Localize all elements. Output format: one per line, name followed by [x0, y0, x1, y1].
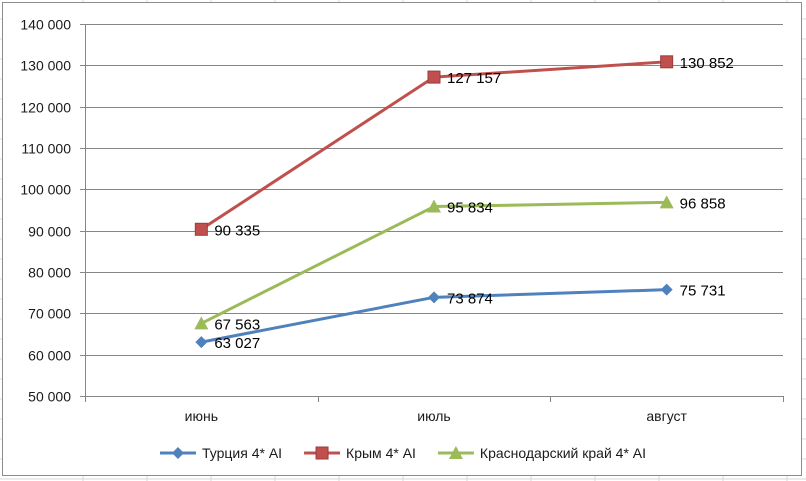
legend-entry[interactable]: Турция 4* AI [159, 445, 282, 461]
legend-label: Турция 4* AI [202, 445, 282, 461]
legend-marker[interactable] [448, 446, 463, 459]
legend-entry[interactable]: Крым 4* AI [304, 445, 416, 461]
legend-marker[interactable] [171, 447, 184, 459]
y-axis-tick-labels: 50 000 60 000 70 000 80 000 90 000 100 000 110… [20, 17, 71, 405]
y-tick-label: 140 000 [20, 17, 71, 33]
data-point-marker[interactable] [660, 283, 673, 296]
data-labels: 63 027 73 874 75 731 90 335 127 157 130 852 67… [214, 55, 734, 352]
x-tick-label: август [646, 408, 687, 424]
x-tick-label: июнь [185, 408, 218, 424]
y-tick-label: 80 000 [28, 265, 71, 281]
y-tick-label: 120 000 [20, 100, 71, 116]
axes [85, 24, 784, 402]
data-label: 96 858 [680, 195, 726, 212]
series-lines [194, 55, 674, 349]
legend-marker[interactable] [315, 446, 329, 460]
y-tick-label: 100 000 [20, 182, 71, 198]
legend-label: Краснодарский край 4* AI [480, 445, 646, 461]
data-label: 95 834 [447, 200, 493, 217]
series-2[interactable] [194, 55, 674, 236]
y-tick-label: 130 000 [20, 58, 71, 74]
series-3[interactable] [194, 195, 674, 330]
data-point-marker[interactable] [194, 316, 209, 330]
y-tick-label: 50 000 [28, 389, 71, 405]
data-label: 73 874 [447, 290, 493, 307]
data-label: 127 157 [447, 70, 501, 87]
legend-entry[interactable]: Краснодарский край 4* AI [437, 445, 646, 461]
data-label: 63 027 [214, 335, 260, 352]
data-label: 90 335 [214, 222, 260, 239]
y-tick-label: 70 000 [28, 306, 71, 322]
data-point-marker[interactable] [194, 222, 208, 236]
data-point-marker[interactable] [660, 55, 674, 69]
series-line[interactable] [200, 200, 667, 325]
line-chart: 50 000 60 000 70 000 80 000 90 000 100 000 110… [20, 17, 784, 461]
data-label: 67 563 [214, 316, 260, 333]
x-axis-tick-labels: июнь июль август [185, 408, 688, 424]
y-tick-label: 60 000 [28, 348, 71, 364]
chart-area[interactable]: 50 000 60 000 70 000 80 000 90 000 100 000 110… [2, 2, 802, 476]
legend[interactable]: Турция 4* AI Крым 4* AI Краснодарский край… [159, 445, 646, 461]
y-tick-label: 110 000 [21, 141, 71, 157]
data-point-marker[interactable] [428, 291, 440, 304]
data-point-marker[interactable] [427, 70, 441, 84]
y-tick-label: 90 000 [28, 224, 71, 240]
data-point-marker[interactable] [427, 199, 441, 213]
series-1[interactable] [195, 283, 673, 349]
data-label: 130 852 [680, 55, 734, 72]
data-label: 75 731 [680, 283, 726, 300]
x-tick-label: июль [417, 408, 450, 424]
data-point-marker[interactable] [195, 336, 208, 349]
legend-label: Крым 4* AI [346, 445, 416, 461]
data-point-marker[interactable] [659, 195, 674, 209]
